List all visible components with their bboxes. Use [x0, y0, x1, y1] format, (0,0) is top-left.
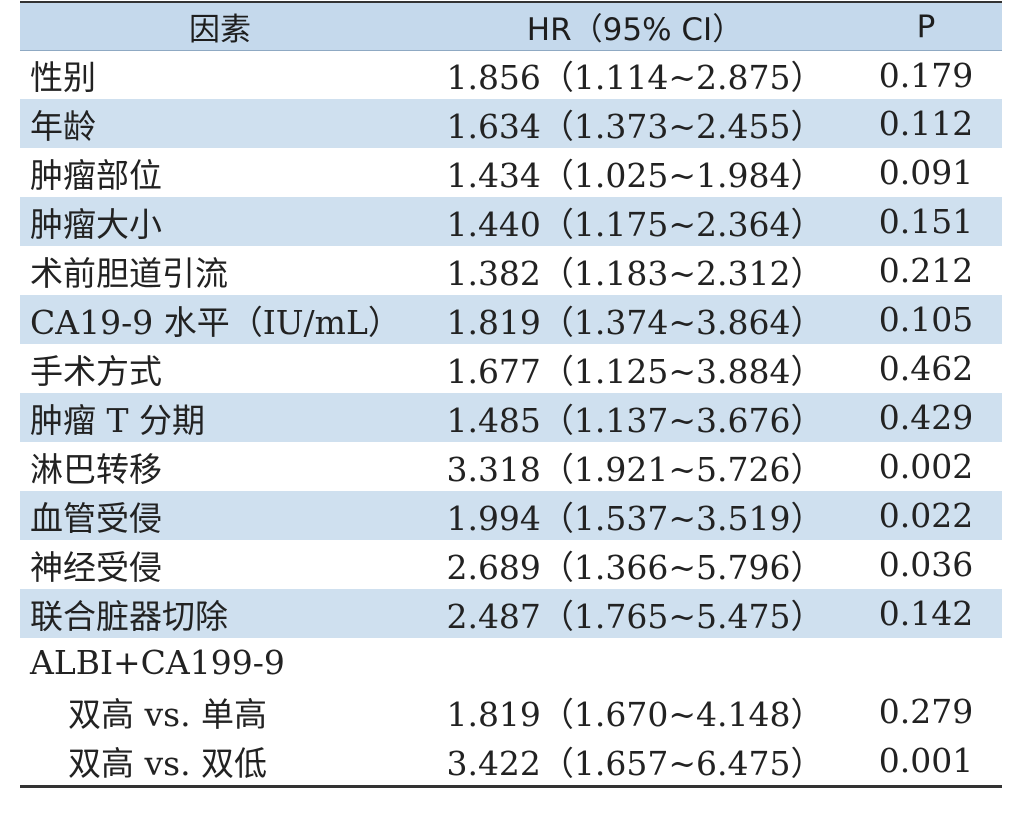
p-cell: 0.462: [878, 349, 974, 388]
table-row: 性别 1.856（1.114~2.875） 0.179: [20, 51, 1002, 99]
header-factor: 因素: [189, 12, 251, 48]
factor-cell: 神经受侵: [30, 547, 162, 587]
hr-cell: 1.677（1.125~3.884）: [446, 351, 824, 391]
hr-cell: 3.318（1.921~5.726）: [446, 449, 824, 489]
table-row: 手术方式 1.677（1.125~3.884） 0.462: [20, 344, 1002, 393]
p-cell: 0.429: [878, 398, 974, 437]
p-cell: 0.112: [878, 104, 974, 143]
hr-cell: 1.434（1.025~1.984）: [446, 155, 824, 195]
p-cell: 0.105: [878, 300, 974, 339]
factor-cell: 淋巴转移: [30, 449, 162, 489]
p-cell: 0.179: [878, 55, 974, 95]
table-row-group-label: ALBI+CA199-9: [20, 638, 1002, 687]
factor-cell: 手术方式: [30, 351, 162, 391]
table-row: 年龄 1.634（1.373~2.455） 0.112: [20, 99, 1002, 148]
hr-cell: 3.422（1.657~6.475）: [446, 743, 824, 783]
table-row: 术前胆道引流 1.382（1.183~2.312） 0.212: [20, 246, 1002, 295]
table-row: 肿瘤 T 分期 1.485（1.137~3.676） 0.429: [20, 393, 1002, 442]
p-cell: 0.002: [878, 447, 974, 486]
factor-cell: 术前胆道引流: [30, 253, 228, 293]
table-row-subgroup: 双高 vs. 双低 3.422（1.657~6.475） 0.001: [20, 736, 1002, 785]
header-p: P: [916, 8, 936, 45]
p-cell: 0.151: [878, 202, 974, 241]
hr-cell: 2.689（1.366~5.796）: [446, 547, 824, 587]
p-cell: 0.142: [878, 594, 974, 633]
hr-cell: 1.819（1.374~3.864）: [446, 302, 824, 342]
factor-cell: 双高 vs. 双低: [68, 743, 268, 783]
hr-cell: 1.856（1.114~2.875）: [446, 58, 824, 97]
factor-cell: 联合脏器切除: [30, 596, 228, 636]
p-cell: 0.001: [878, 741, 974, 780]
table-row: 肿瘤部位 1.434（1.025~1.984） 0.091: [20, 148, 1002, 197]
p-cell: 0.022: [878, 496, 974, 535]
p-cell: 0.212: [878, 251, 974, 290]
table-row: 淋巴转移 3.318（1.921~5.726） 0.002: [20, 442, 1002, 491]
hr-cell: 1.382（1.183~2.312）: [446, 253, 824, 293]
factor-cell: 肿瘤部位: [30, 155, 162, 195]
table-header-row: 因素 HR（95% CI） P: [20, 3, 1002, 51]
table-row: 血管受侵 1.994（1.537~3.519） 0.022: [20, 491, 1002, 540]
table-row: 联合脏器切除 2.487（1.765~5.475） 0.142: [20, 589, 1002, 638]
hr-cell: 1.819（1.670~4.148）: [446, 694, 824, 734]
table-row: 神经受侵 2.689（1.366~5.796） 0.036: [20, 540, 1002, 589]
factor-cell: ALBI+CA199-9: [30, 643, 285, 682]
table-row: CA19-9 水平（IU/mL） 1.819（1.374~3.864） 0.10…: [20, 295, 1002, 344]
hr-cell: 2.487（1.765~5.475）: [446, 596, 824, 636]
table-row: 肿瘤大小 1.440（1.175~2.364） 0.151: [20, 197, 1002, 246]
factor-cell: CA19-9 水平（IU/mL）: [30, 302, 401, 342]
factor-cell: 肿瘤大小: [30, 204, 162, 244]
factor-cell: 血管受侵: [30, 498, 162, 538]
factor-cell: 肿瘤 T 分期: [30, 400, 205, 440]
factor-cell: 性别: [30, 58, 96, 97]
p-cell: 0.279: [878, 692, 974, 731]
hr-cell: 1.634（1.373~2.455）: [446, 106, 824, 146]
cox-regression-table: 因素 HR（95% CI） P 性别 1.856（1.114~2.875） 0.…: [20, 1, 1002, 788]
hr-cell: 1.994（1.537~3.519）: [446, 498, 824, 538]
hr-cell: 1.440（1.175~2.364）: [446, 204, 824, 244]
table-row-subgroup: 双高 vs. 单高 1.819（1.670~4.148） 0.279: [20, 687, 1002, 736]
factor-cell: 年龄: [30, 106, 96, 146]
p-cell: 0.091: [878, 153, 974, 192]
header-hr: HR（95% CI）: [526, 12, 744, 48]
hr-cell: 1.485（1.137~3.676）: [446, 400, 824, 440]
factor-cell: 双高 vs. 单高: [68, 694, 268, 734]
p-cell: 0.036: [878, 545, 974, 584]
